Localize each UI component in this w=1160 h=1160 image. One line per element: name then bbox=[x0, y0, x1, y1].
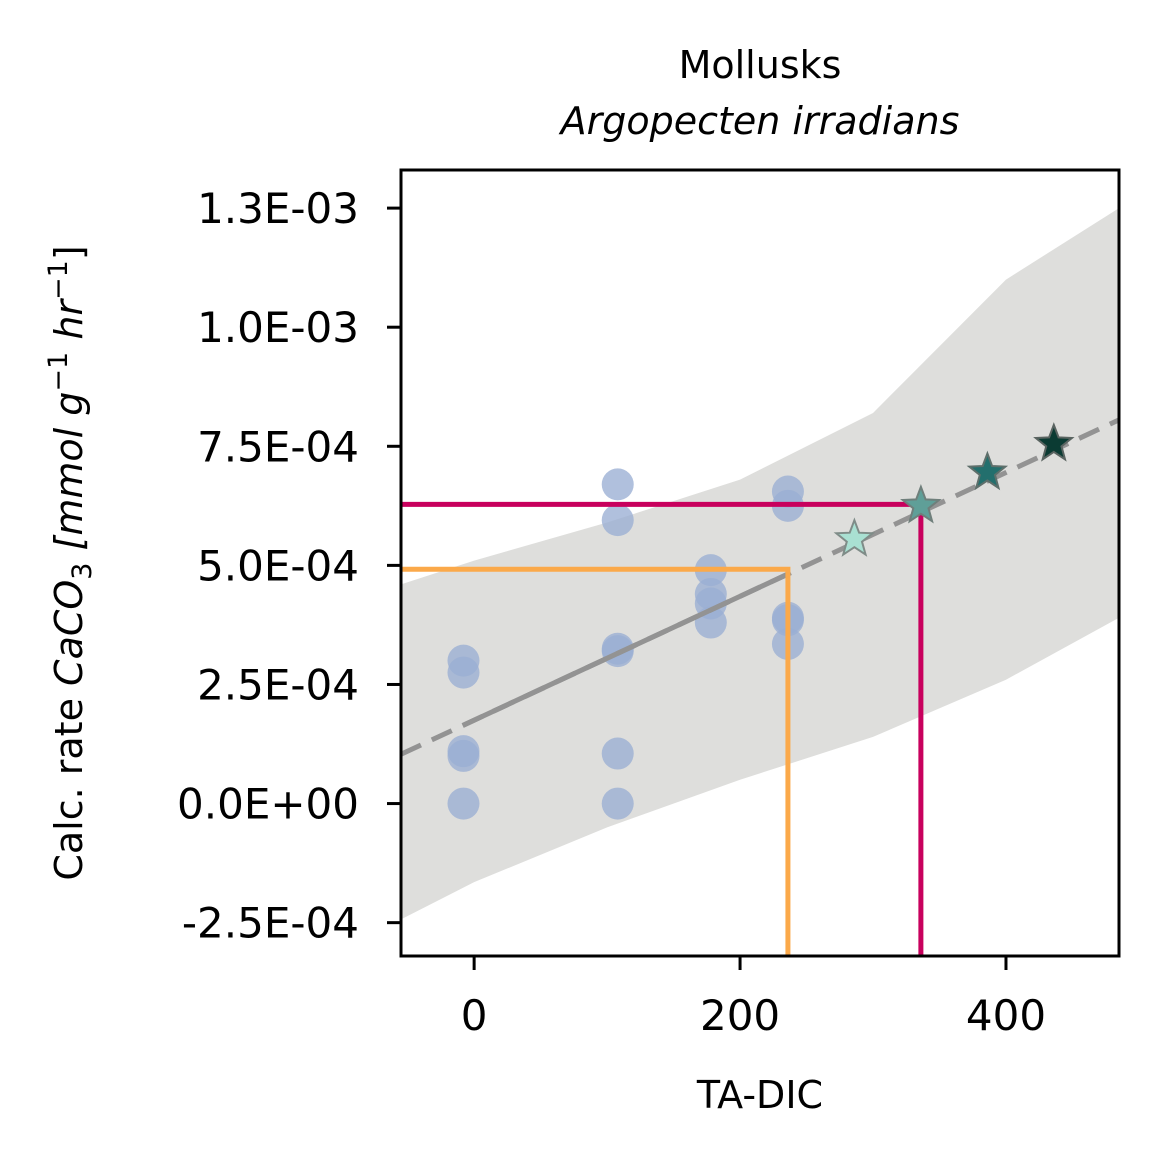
x-tick-label-2: 400 bbox=[966, 991, 1046, 1040]
y-axis-label-exp1: −1 bbox=[43, 352, 74, 392]
data-point-3 bbox=[447, 739, 480, 772]
y-axis-label-prefix: Calc. rate bbox=[47, 686, 91, 881]
y-axis-label-unit-mid: hr bbox=[47, 298, 91, 352]
y-axis-label-species-sub: 3 bbox=[67, 563, 98, 580]
data-point-5 bbox=[601, 468, 634, 501]
data-point-10 bbox=[601, 787, 634, 820]
y-axis-label-exp2: −1 bbox=[43, 260, 74, 300]
confidence-band-layer bbox=[401, 208, 1119, 920]
y-axis-label: Calc. rate CaCO3 [mmol g−1 hr−1] bbox=[43, 245, 98, 880]
y-tick-label-4: 7.5E-04 bbox=[197, 422, 359, 471]
y-tick-label-2: 2.5E-04 bbox=[197, 660, 359, 709]
fit-layer bbox=[401, 417, 1119, 757]
fit-line-extrapolated bbox=[401, 417, 1119, 757]
data-point-4 bbox=[447, 787, 480, 820]
projections-layer bbox=[833, 422, 1075, 557]
y-tick-label-6: 1.3E-03 bbox=[197, 184, 359, 233]
x-axis-label: TA-DIC bbox=[696, 1073, 823, 1117]
confidence-band bbox=[401, 208, 1119, 920]
y-axis-label-species: CaCO bbox=[47, 580, 91, 686]
x-tick-label-0: 0 bbox=[461, 991, 488, 1040]
y-axis-label-unit-close: ] bbox=[47, 245, 91, 260]
data-point-9 bbox=[601, 737, 634, 770]
plot-frame bbox=[399, 168, 1121, 958]
data-point-6 bbox=[601, 504, 634, 537]
fit-line-observed bbox=[462, 571, 789, 728]
x-axis: 0 200 400 bbox=[461, 956, 1046, 1040]
projection-star-0 bbox=[833, 517, 876, 557]
y-tick-label-0: -2.5E-04 bbox=[182, 899, 359, 948]
y-tick-label-3: 5.0E-04 bbox=[197, 541, 359, 590]
y-tick-label-1: 0.0E+00 bbox=[177, 780, 359, 829]
projection-star-3 bbox=[1033, 422, 1075, 462]
x-tick-label-1: 200 bbox=[700, 991, 780, 1040]
projection-star-2 bbox=[966, 450, 1009, 491]
y-tick-label-5: 1.0E-03 bbox=[197, 303, 359, 352]
projection-star-1 bbox=[900, 483, 942, 524]
y-axis-label-unit-open: [mmol g bbox=[47, 392, 91, 563]
plot-area bbox=[399, 168, 1121, 958]
chart-subtitle: Argopecten irradians bbox=[558, 99, 960, 143]
data-point-1 bbox=[447, 656, 480, 689]
chart-title: Mollusks bbox=[679, 43, 842, 87]
y-axis: -2.5E-04 0.0E+00 2.5E-04 5.0E-04 7.5E-04 1.0E… bbox=[177, 184, 401, 948]
reference-line-0 bbox=[401, 566, 791, 956]
